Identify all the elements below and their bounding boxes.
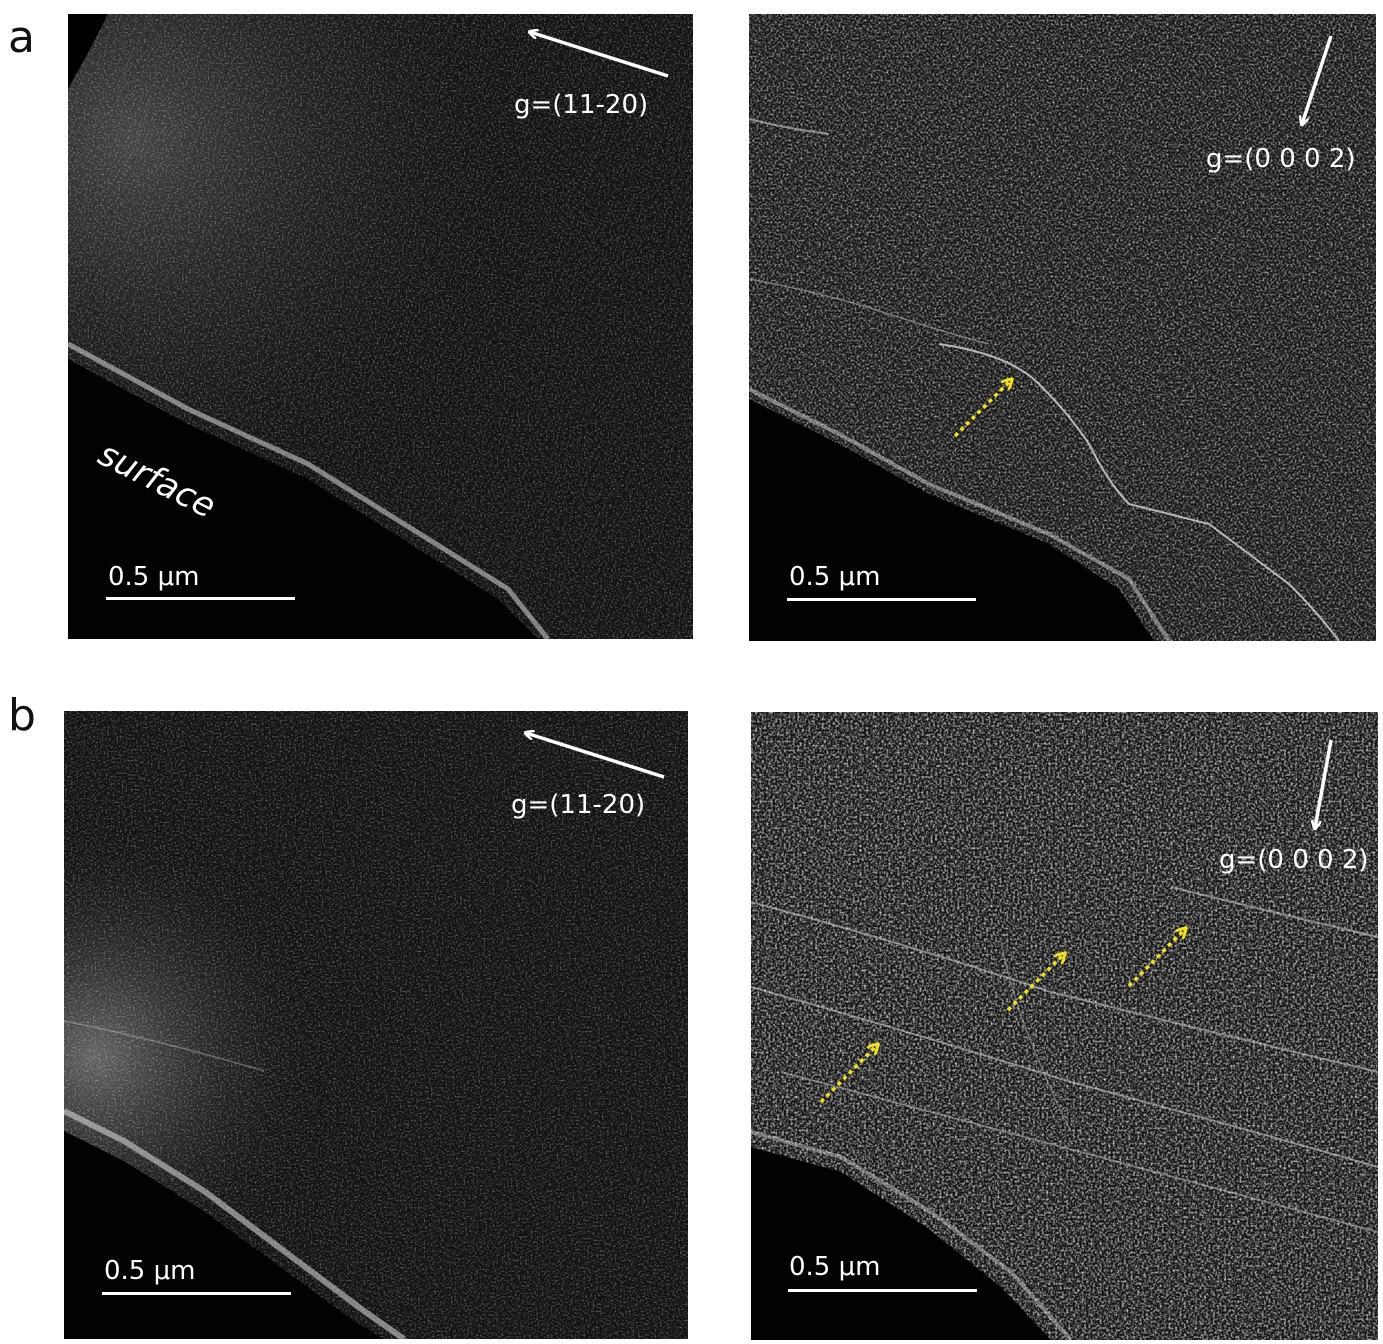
micrograph-texture: [749, 14, 1376, 641]
panel-a-right-micrograph: g=(0 0 0 2) 0.5 μm: [749, 14, 1376, 641]
scale-bar-label: 0.5 μm: [789, 1252, 881, 1282]
scale-bar: [102, 1292, 291, 1295]
row-label-b: b: [8, 690, 36, 741]
scale-bar-label: 0.5 μm: [789, 562, 881, 592]
micrograph-texture: [751, 712, 1378, 1340]
scale-bar: [788, 1289, 977, 1292]
scale-bar: [787, 598, 976, 601]
scale-bar-label: 0.5 μm: [108, 562, 200, 592]
scale-bar: [106, 597, 295, 600]
micrograph-texture: [64, 711, 688, 1339]
scale-bar-label: 0.5 μm: [104, 1256, 196, 1286]
row-label-a: a: [8, 12, 35, 63]
panel-b-right-micrograph: g=(0 0 0 2) 0.5 μm: [751, 712, 1378, 1340]
micrograph-texture: [68, 14, 693, 639]
panel-b-left-micrograph: g=(11-20) 0.5 μm: [64, 711, 688, 1339]
g-vector-label: g=(11-20): [514, 90, 649, 120]
g-vector-label: g=(11-20): [511, 790, 646, 820]
panel-a-left-micrograph: g=(11-20) surface 0.5 μm: [68, 14, 693, 639]
g-vector-label: g=(0 0 0 2): [1219, 845, 1369, 875]
g-vector-label: g=(0 0 0 2): [1206, 144, 1356, 174]
